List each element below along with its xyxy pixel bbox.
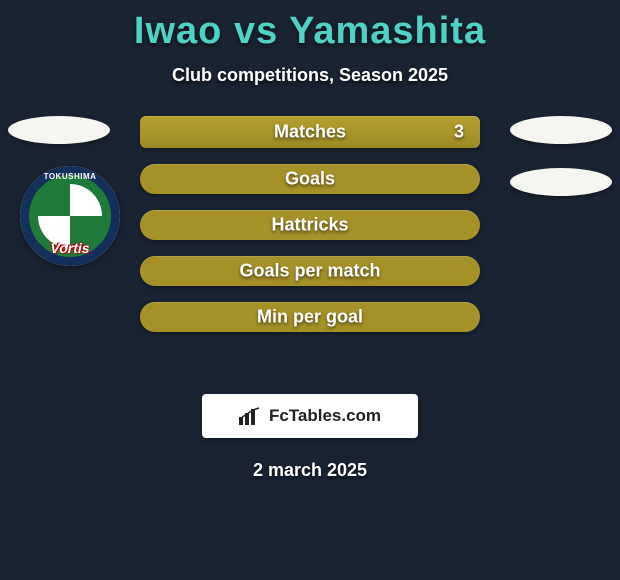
- date-text: 2 march 2025: [0, 460, 620, 481]
- team-logo-top-text: TOKUSHIMA: [20, 172, 120, 181]
- bar-gpm: Goals per match: [140, 256, 480, 286]
- player-left-marker: [8, 116, 110, 144]
- bar-value-matches: 3: [454, 122, 464, 143]
- bar-label-matches: Matches: [140, 122, 480, 143]
- team-logo-swirl: [38, 184, 102, 248]
- chart-area: TOKUSHIMA Vortis Matches 3 Goals Hattric…: [0, 116, 620, 376]
- bar-label-hattricks: Hattricks: [140, 215, 480, 236]
- page-subtitle: Club competitions, Season 2025: [0, 65, 620, 86]
- bar-goals: Goals: [140, 164, 480, 194]
- brand-bars-icon: [239, 407, 261, 425]
- bar-hattricks: Hattricks: [140, 210, 480, 240]
- bar-label-goals: Goals: [140, 169, 480, 190]
- player-right-marker-0: [510, 116, 612, 144]
- bars-container: Matches 3 Goals Hattricks Goals per matc…: [140, 116, 480, 348]
- team-logo-bg: TOKUSHIMA Vortis: [20, 166, 120, 266]
- bar-mpg: Min per goal: [140, 302, 480, 332]
- brand-text: FcTables.com: [269, 406, 381, 426]
- brand-box[interactable]: FcTables.com: [202, 394, 418, 438]
- page-title: Iwao vs Yamashita: [0, 0, 620, 53]
- bar-label-gpm: Goals per match: [140, 261, 480, 282]
- player-right-marker-1: [510, 168, 612, 196]
- stats-card: Iwao vs Yamashita Club competitions, Sea…: [0, 0, 620, 580]
- bar-matches: Matches 3: [140, 116, 480, 148]
- bar-label-mpg: Min per goal: [140, 307, 480, 328]
- team-logo-bottom-text: Vortis: [20, 240, 120, 256]
- team-logo: TOKUSHIMA Vortis: [20, 166, 120, 266]
